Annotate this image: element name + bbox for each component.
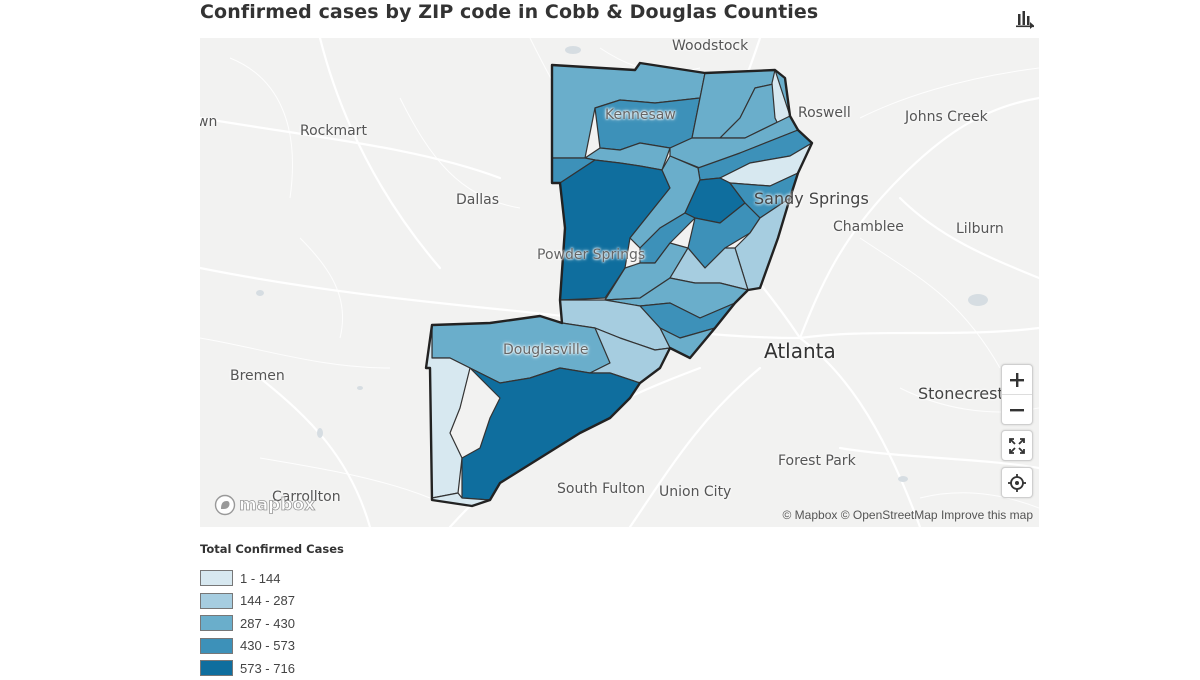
legend-item: 573 - 716 — [200, 657, 344, 680]
basemap — [200, 38, 1039, 527]
legend-label: 573 - 716 — [240, 660, 295, 676]
place-label-sandy-springs: Sandy Springs — [754, 189, 869, 208]
improve-map-link[interactable]: Improve this map — [940, 508, 1033, 522]
legend-swatch — [200, 570, 233, 587]
legend-item: 287 - 430 — [200, 612, 344, 635]
choropleth-map[interactable]: Woodstock Roswell Johns Creek Kennesaw R… — [200, 38, 1039, 527]
place-label-lilburn: Lilburn — [956, 221, 1004, 237]
mapbox-attribution-link[interactable]: © Mapbox — [782, 508, 838, 522]
legend-label: 144 - 287 — [240, 593, 295, 609]
fullscreen-icon — [1009, 437, 1025, 454]
zoom-control-group — [1001, 364, 1033, 425]
map-attribution: © Mapbox © OpenStreetMap Improve this ma… — [783, 508, 1034, 522]
place-label-bremen: Bremen — [230, 368, 285, 384]
place-label-union-city: Union City — [659, 484, 732, 500]
legend-item: 144 - 287 — [200, 590, 344, 613]
place-label-kennesaw: Kennesaw — [605, 107, 676, 123]
legend-swatch — [200, 660, 233, 677]
place-label-dallas: Dallas — [456, 192, 500, 208]
zoom-out-button[interactable] — [1002, 394, 1032, 424]
place-label-powder-springs: Powder Springs — [537, 247, 646, 263]
legend-label: 1 - 144 — [240, 570, 281, 586]
place-label-chamblee: Chamblee — [833, 219, 904, 235]
fullscreen-control — [1001, 430, 1033, 461]
plus-icon — [1010, 372, 1024, 387]
geolocate-button[interactable] — [1002, 468, 1032, 497]
place-label-rockmart: Rockmart — [300, 123, 367, 139]
place-label-woodstock: Woodstock — [672, 38, 749, 54]
place-label-atlanta: Atlanta — [764, 339, 836, 363]
zoom-in-button[interactable] — [1002, 365, 1032, 394]
place-label-stonecrest: Stonecrest — [918, 384, 1004, 403]
legend-label: 287 - 430 — [240, 615, 295, 631]
place-label-edge-left: wn — [200, 114, 218, 130]
legend-item: 430 - 573 — [200, 635, 344, 658]
place-label-johns-creek: Johns Creek — [905, 109, 988, 125]
place-label-roswell: Roswell — [798, 105, 851, 121]
place-label-south-fulton: South Fulton — [557, 481, 646, 497]
legend: Total Confirmed Cases 1 - 144 144 - 287 … — [200, 542, 344, 680]
bar-chart-icon[interactable] — [1014, 8, 1036, 30]
osm-attribution-link[interactable]: © OpenStreetMap — [840, 508, 938, 522]
mapbox-logo[interactable]: mapbox — [214, 494, 316, 516]
legend-swatch — [200, 592, 233, 609]
geolocate-icon — [1008, 473, 1026, 492]
legend-item: 1 - 144 — [200, 567, 344, 590]
chart-title: Confirmed cases by ZIP code in Cobb & Do… — [200, 1, 819, 23]
legend-title: Total Confirmed Cases — [200, 542, 344, 556]
mapbox-logo-text: mapbox — [239, 495, 316, 516]
place-label-douglasville: Douglasville — [503, 342, 589, 358]
legend-label: 430 - 573 — [240, 638, 295, 654]
mapbox-icon — [214, 494, 236, 516]
place-label-forest-park: Forest Park — [778, 453, 856, 469]
legend-swatch — [200, 615, 233, 632]
fullscreen-button[interactable] — [1002, 431, 1032, 460]
place-label-carrollton: Carrollton — [272, 489, 341, 505]
legend-swatch — [200, 637, 233, 654]
geolocate-control — [1001, 467, 1033, 498]
minus-icon — [1010, 408, 1024, 411]
